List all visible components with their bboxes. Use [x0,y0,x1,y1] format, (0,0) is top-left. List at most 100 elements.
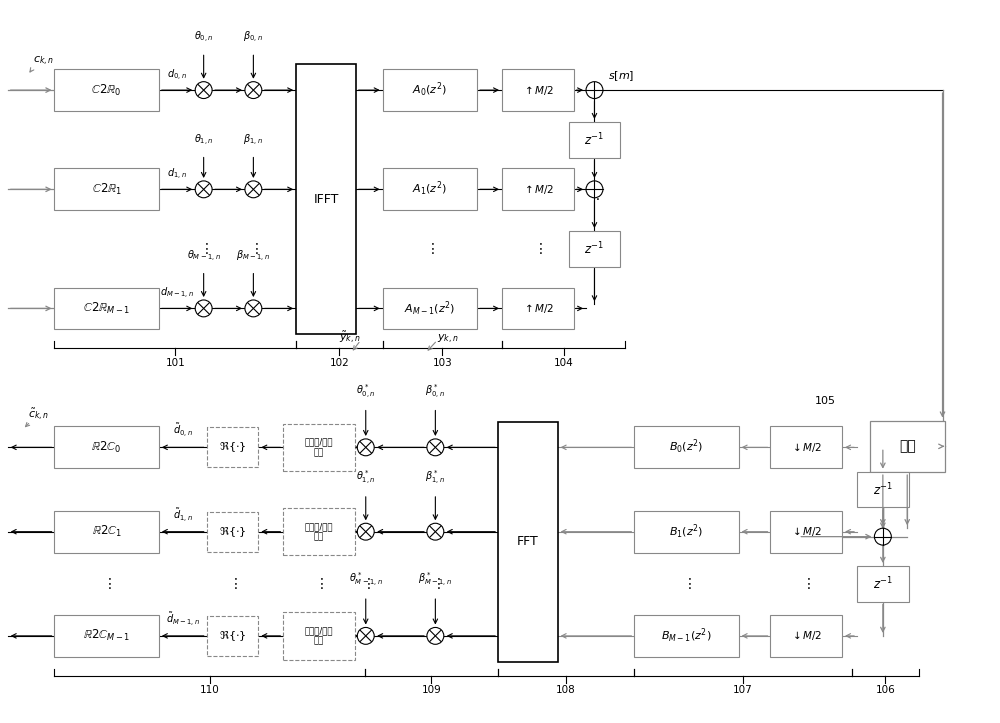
Circle shape [586,181,603,198]
Bar [498,422,558,662]
Circle shape [427,439,444,455]
Text: $\tilde{d}_{1,n}$: $\tilde{d}_{1,n}$ [173,507,193,525]
Text: $\beta_{0,n}$: $\beta_{0,n}$ [243,30,263,46]
Bar [569,122,620,158]
Text: 107: 107 [733,685,753,696]
Bar [283,612,355,659]
Text: IFFT: IFFT [313,193,339,206]
Circle shape [357,628,374,644]
Bar [207,512,258,552]
Bar [857,566,909,602]
Text: $\Re\{\cdot\}$: $\Re\{\cdot\}$ [219,629,246,643]
Text: $z^{-1}$: $z^{-1}$ [873,482,893,498]
Text: $\vdots$: $\vdots$ [425,241,435,257]
Text: $\theta_{0,n}$: $\theta_{0,n}$ [194,30,213,46]
Text: $\uparrow M/2$: $\uparrow M/2$ [522,84,554,97]
Circle shape [195,82,212,98]
Text: 102: 102 [330,358,349,368]
Circle shape [357,439,374,455]
Text: $\vdots$: $\vdots$ [199,241,208,257]
Text: $d_{M-1,n}$: $d_{M-1,n}$ [160,286,194,301]
Text: $\mathbb{R}2\mathbb{C}_0$: $\mathbb{R}2\mathbb{C}_0$ [91,440,122,455]
Text: $\beta^*_{1,n}$: $\beta^*_{1,n}$ [425,469,445,487]
Bar [770,427,842,469]
Text: $\vdots$: $\vdots$ [102,576,112,591]
Text: $\vdots$: $\vdots$ [249,241,258,257]
Text: $\theta_{M-1,n}$: $\theta_{M-1,n}$ [187,249,221,264]
Bar [283,508,355,555]
Text: 101: 101 [165,358,185,368]
Text: $\tilde{d}_{M-1,n}$: $\tilde{d}_{M-1,n}$ [166,611,200,629]
Text: 103: 103 [432,358,452,368]
Text: 106: 106 [875,685,895,696]
Bar [207,427,258,467]
Text: $z^{-1}$: $z^{-1}$ [873,576,893,592]
Text: $z^{-1}$: $z^{-1}$ [584,241,605,257]
Bar [54,511,159,552]
Bar [502,288,574,329]
Bar [54,427,159,469]
Text: $\downarrow M/2$: $\downarrow M/2$ [790,630,822,642]
Text: 108: 108 [556,685,576,696]
Text: 105: 105 [815,395,836,406]
Circle shape [427,628,444,644]
Text: $\mathbb{C}2\mathbb{R}_0$: $\mathbb{C}2\mathbb{R}_0$ [91,82,122,98]
Text: $A_{M-1}(z^2)$: $A_{M-1}(z^2)$ [404,299,455,317]
Text: $\vdots$: $\vdots$ [590,187,599,202]
Text: 子信道/载波
处理: 子信道/载波 处理 [305,437,333,457]
Bar [383,288,477,329]
Text: $c_{k,n}$: $c_{k,n}$ [33,55,54,68]
Text: $z^{-1}$: $z^{-1}$ [584,132,605,148]
Circle shape [245,300,262,317]
Circle shape [427,523,444,540]
Text: 104: 104 [554,358,574,368]
Text: $\beta_{M-1,n}$: $\beta_{M-1,n}$ [236,249,270,264]
Text: $\tilde{c}_{k,n}$: $\tilde{c}_{k,n}$ [28,406,49,422]
Text: $\vdots$: $\vdots$ [361,576,371,591]
Text: $\beta^*_{0,n}$: $\beta^*_{0,n}$ [425,382,445,401]
Bar [502,69,574,111]
Text: 子信道/载波
处理: 子信道/载波 处理 [305,626,333,646]
Text: $\mathbb{C}2\mathbb{R}_{M-1}$: $\mathbb{C}2\mathbb{R}_{M-1}$ [83,301,130,316]
Text: $\uparrow M/2$: $\uparrow M/2$ [522,183,554,196]
Bar [502,168,574,210]
Bar [569,231,620,267]
Circle shape [195,181,212,198]
Text: 噪声: 噪声 [783,530,798,543]
Text: $\vdots$: $\vdots$ [533,241,543,257]
Circle shape [245,82,262,98]
Text: FFT: FFT [517,535,539,548]
Text: $\vdots$: $\vdots$ [682,576,691,591]
Bar [54,168,159,210]
Text: $s[m]$: $s[m]$ [608,69,634,83]
Circle shape [586,82,603,98]
Bar [54,288,159,329]
Text: $\uparrow M/2$: $\uparrow M/2$ [522,302,554,315]
Bar [634,615,739,656]
Text: $\vdots$: $\vdots$ [878,529,888,544]
Text: $\mathbb{R}2\mathbb{C}_1$: $\mathbb{R}2\mathbb{C}_1$ [92,524,122,539]
Bar [634,427,739,469]
Text: 110: 110 [200,685,219,696]
Text: $\beta_{1,n}$: $\beta_{1,n}$ [243,132,263,147]
Text: $\tilde{d}_{0,n}$: $\tilde{d}_{0,n}$ [173,422,193,440]
Text: $\tilde{y}_{k,n}$: $\tilde{y}_{k,n}$ [339,330,361,346]
Circle shape [245,181,262,198]
Text: $y_{k,n}$: $y_{k,n}$ [437,333,459,346]
Text: $\mathbb{C}2\mathbb{R}_1$: $\mathbb{C}2\mathbb{R}_1$ [92,181,122,197]
Text: $\downarrow M/2$: $\downarrow M/2$ [790,525,822,538]
Bar [770,615,842,656]
Text: $A_0(z^2)$: $A_0(z^2)$ [412,81,447,99]
Text: $d_{0,n}$: $d_{0,n}$ [167,68,187,83]
Text: $\theta^*_{1,n}$: $\theta^*_{1,n}$ [356,469,376,487]
Circle shape [874,529,891,545]
Text: $\beta^*_{M-1,n}$: $\beta^*_{M-1,n}$ [418,571,452,589]
Text: $B_1(z^2)$: $B_1(z^2)$ [669,523,704,541]
Bar [634,511,739,552]
Text: $\mathbb{R}2\mathbb{C}_{M-1}$: $\mathbb{R}2\mathbb{C}_{M-1}$ [83,628,130,643]
Text: 子信道/载波
处理: 子信道/载波 处理 [305,522,333,542]
Bar [770,511,842,552]
Bar [870,421,945,472]
Bar [383,168,477,210]
Text: $\vdots$: $\vdots$ [431,576,440,591]
